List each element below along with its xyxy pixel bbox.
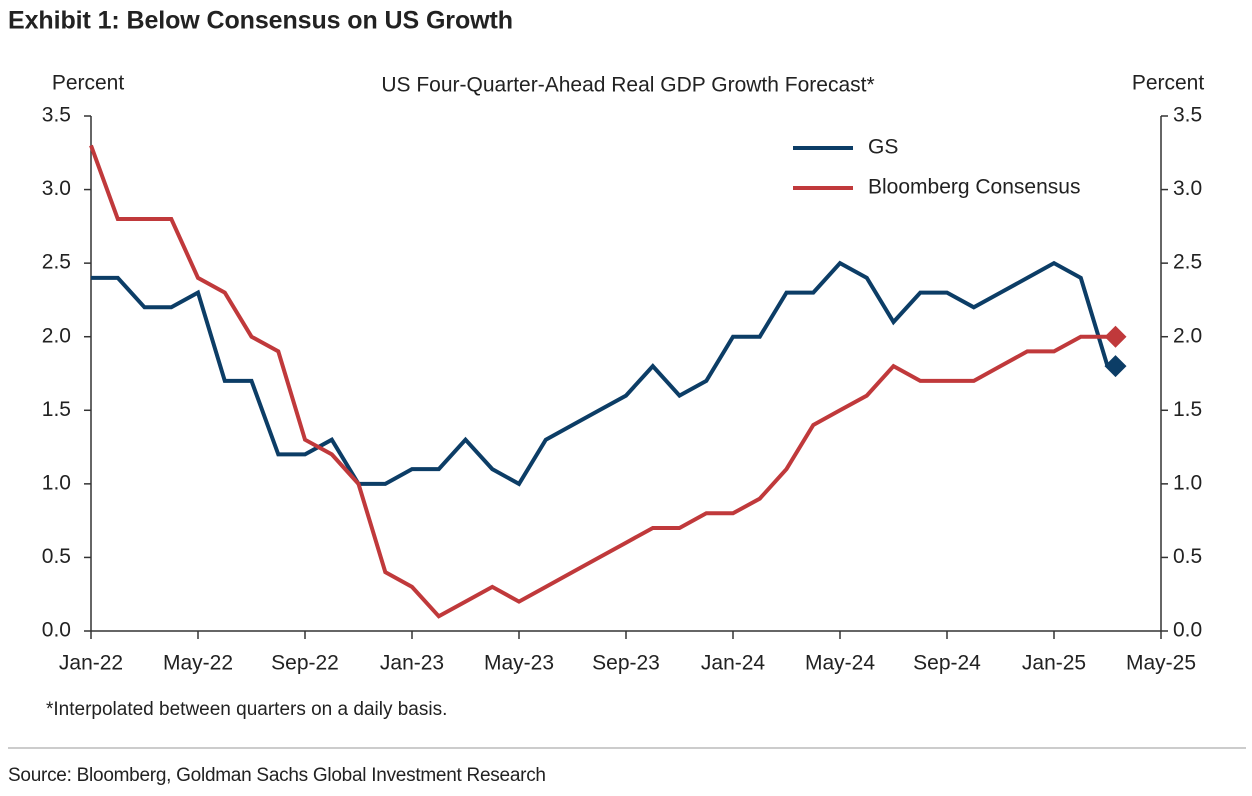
y2-axis-label: Percent — [1132, 72, 1205, 95]
series-line — [91, 260, 1110, 487]
x-tick-label: May-22 — [163, 652, 233, 675]
y-tick-label: 1.5 — [42, 398, 71, 421]
y2-tick-label: 0.5 — [1173, 545, 1202, 568]
x-tick-label: Sep-23 — [592, 652, 660, 675]
x-tick-label: May-24 — [805, 652, 875, 675]
x-tick-label: Sep-22 — [271, 652, 339, 675]
legend-label: GS — [868, 136, 898, 159]
y-tick-label: 3.0 — [42, 177, 71, 200]
end-marker — [1104, 325, 1127, 348]
x-tick-label: Sep-24 — [913, 652, 981, 675]
source: Source: Bloomberg, Goldman Sachs Global … — [8, 765, 546, 786]
y2-tick-label: 1.0 — [1173, 471, 1202, 494]
footnote: *Interpolated between quarters on a dail… — [46, 699, 447, 720]
y-tick-label: 3.5 — [42, 104, 71, 127]
y2-tick-label: 0.0 — [1173, 619, 1202, 642]
y-axis-label: Percent — [52, 72, 125, 95]
y2-tick-label: 3.5 — [1173, 104, 1202, 127]
y2-tick-label: 2.5 — [1173, 251, 1202, 274]
y-tick-label: 0.5 — [42, 545, 71, 568]
chart-subtitle: US Four-Quarter-Ahead Real GDP Growth Fo… — [381, 74, 874, 97]
x-tick-label: May-23 — [484, 652, 554, 675]
series-line — [89, 144, 1108, 619]
y-tick-label: 1.0 — [42, 471, 71, 494]
y-tick-label: 2.5 — [42, 251, 71, 274]
y-tick-label: 0.0 — [42, 619, 71, 642]
y2-tick-label: 3.0 — [1173, 177, 1202, 200]
y2-tick-label: 2.0 — [1173, 324, 1202, 347]
x-tick-label: Jan-25 — [1022, 652, 1086, 675]
chart-title: Exhibit 1: Below Consensus on US Growth — [8, 7, 513, 35]
legend-label: Bloomberg Consensus — [868, 176, 1080, 199]
end-marker — [1104, 355, 1127, 378]
x-tick-label: Jan-24 — [701, 652, 766, 675]
x-tick-label: May-25 — [1126, 652, 1196, 675]
y2-tick-label: 1.5 — [1173, 398, 1202, 421]
y-tick-label: 2.0 — [42, 324, 71, 347]
x-tick-label: Jan-22 — [59, 652, 123, 675]
x-tick-label: Jan-23 — [380, 652, 444, 675]
